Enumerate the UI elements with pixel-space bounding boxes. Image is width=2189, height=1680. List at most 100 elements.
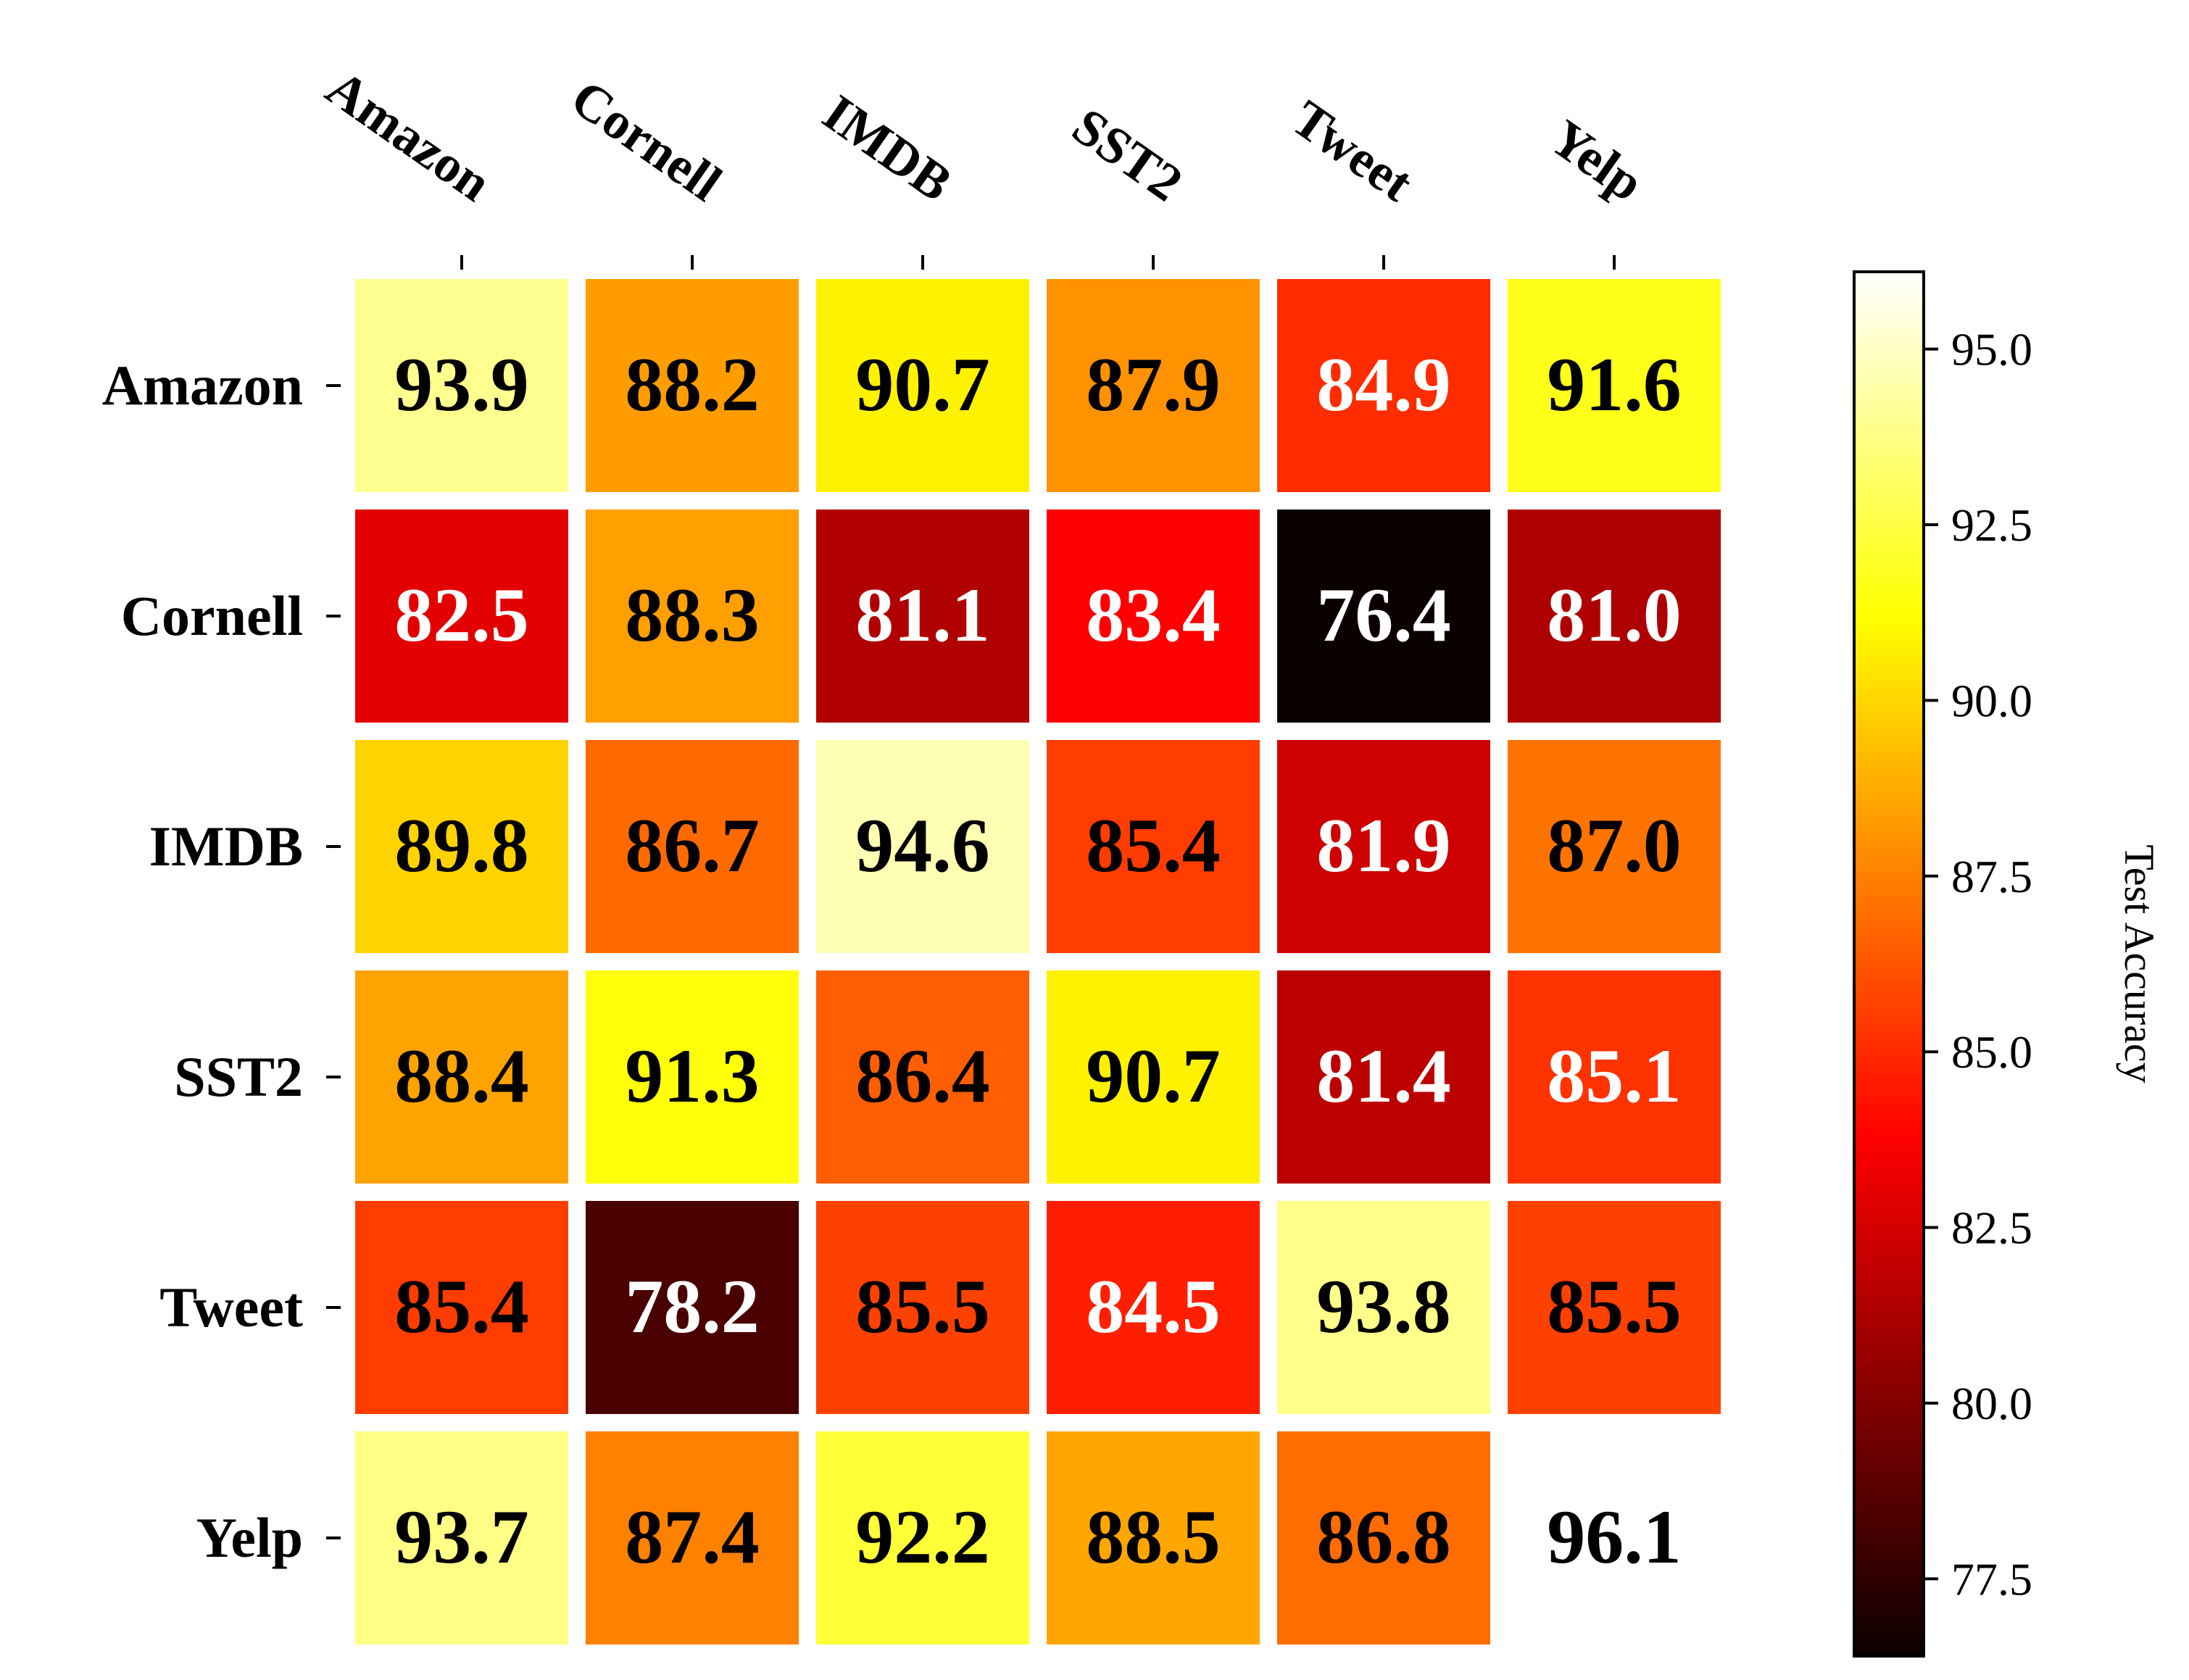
x-tick-label-imdb: IMDB <box>813 83 962 212</box>
cell-value-label: 81.0 <box>1547 573 1682 657</box>
heatmap-cell-yelp-tweet <box>1277 1431 1490 1644</box>
cell-value-label: 89.8 <box>394 803 529 888</box>
heatmap-cell-amazon-amazon <box>355 279 568 492</box>
y-axis: Amazon Cornell IMDB SST2 Tweet Yelp <box>102 354 341 1569</box>
cell-value-label: 85.1 <box>1547 1034 1682 1118</box>
colorbar-tick-label: 92.5 <box>1951 499 2032 551</box>
cell-value-label: 93.8 <box>1316 1264 1451 1349</box>
heatmap-cells: 93.9 88.2 90.7 87.9 84.9 91.6 82.5 88.3 81.1 83.4… <box>355 279 1721 1644</box>
heatmap-cell-tweet-cornell <box>586 1201 799 1414</box>
colorbar-gradient <box>1853 270 1925 1658</box>
cell-value-label: 91.6 <box>1547 342 1682 427</box>
cell-value-label: 88.4 <box>394 1034 529 1118</box>
colorbar-tick-label: 85.0 <box>1951 1026 2032 1078</box>
heatmap-cell-yelp-sst2 <box>1047 1431 1260 1644</box>
heatmap-cell-yelp-imdb <box>816 1431 1029 1644</box>
heatmap-cell-tweet-tweet <box>1277 1201 1490 1414</box>
heatmap-cell-imdb-amazon <box>355 740 568 953</box>
heatmap-cell-cornell-sst2 <box>1047 510 1260 723</box>
heatmap-cell-sst2-yelp <box>1508 970 1721 1184</box>
cell-value-label: 82.5 <box>394 573 529 657</box>
colorbar: 77.5 80.0 82.5 85.0 87.5 90.0 92.5 95.0 Test Ac… <box>1853 270 2163 1658</box>
cell-value-label: 92.2 <box>855 1494 990 1579</box>
colorbar-tick-label: 77.5 <box>1951 1553 2032 1605</box>
cell-value-label: 90.7 <box>855 342 990 427</box>
x-tick-label-tweet: Tweet <box>1282 89 1423 212</box>
cell-value-label: 85.4 <box>394 1264 529 1349</box>
y-tick-label-tweet: Tweet <box>159 1276 303 1339</box>
heatmap-cell-imdb-tweet <box>1277 740 1490 953</box>
cell-value-label: 88.5 <box>1086 1494 1221 1579</box>
cell-value-label: 88.3 <box>625 573 760 657</box>
heatmap-cell-cornell-yelp <box>1508 510 1721 723</box>
cell-value-label: 87.0 <box>1547 803 1682 888</box>
cell-value-label: 94.6 <box>855 803 990 888</box>
heatmap-cell-yelp-amazon <box>355 1431 568 1644</box>
x-tick-label-yelp: Yelp <box>1540 109 1653 213</box>
x-tick-label-sst2: SST2 <box>1062 96 1192 212</box>
heatmap-cell-cornell-amazon <box>355 510 568 723</box>
heatmap-cell-amazon-sst2 <box>1047 279 1260 492</box>
heatmap-cell-imdb-yelp <box>1508 740 1721 953</box>
colorbar-tick-label: 90.0 <box>1951 675 2032 726</box>
cell-value-label: 85.4 <box>1086 803 1221 888</box>
heatmap-cell-tweet-yelp <box>1508 1201 1721 1414</box>
cell-value-label: 85.5 <box>1547 1264 1682 1349</box>
cell-value-label: 81.1 <box>855 573 990 657</box>
cell-value-label: 81.9 <box>1316 803 1451 888</box>
heatmap-cell-amazon-cornell <box>586 279 799 492</box>
cell-value-label: 76.4 <box>1316 573 1451 657</box>
heatmap-cell-cornell-tweet <box>1277 510 1490 723</box>
cell-value-label: 84.9 <box>1316 342 1451 427</box>
cell-value-label: 93.9 <box>394 342 529 427</box>
colorbar-tick-label: 80.0 <box>1951 1378 2032 1429</box>
x-tick-label-cornell: Cornell <box>561 69 732 213</box>
cell-value-label: 83.4 <box>1086 573 1221 657</box>
cell-value-label: 85.5 <box>855 1264 990 1349</box>
y-tick-label-sst2: SST2 <box>174 1045 303 1108</box>
heatmap-cell-amazon-tweet <box>1277 279 1490 492</box>
y-tick-label-cornell: Cornell <box>121 584 303 647</box>
cell-value-label: 91.3 <box>625 1034 760 1118</box>
heatmap-cell-imdb-sst2 <box>1047 740 1260 953</box>
colorbar-tick-label: 95.0 <box>1951 324 2032 375</box>
cell-value-label: 88.2 <box>625 342 760 427</box>
heatmap-cell-amazon-imdb <box>816 279 1029 492</box>
cell-value-label: 93.7 <box>394 1494 529 1579</box>
cell-value-label: 86.8 <box>1316 1494 1451 1579</box>
y-tick-label-amazon: Amazon <box>102 354 303 417</box>
colorbar-tick-label: 82.5 <box>1951 1202 2032 1254</box>
heatmap-cell-sst2-imdb <box>816 970 1029 1184</box>
cell-value-label: 86.7 <box>625 803 760 888</box>
colorbar-tick-label: 87.5 <box>1951 851 2032 902</box>
cell-value-label: 86.4 <box>855 1034 990 1118</box>
y-tick-label-yelp: Yelp <box>196 1506 303 1569</box>
cell-value-label: 87.4 <box>625 1494 760 1579</box>
heatmap-cell-tweet-amazon <box>355 1201 568 1414</box>
heatmap-cell-imdb-cornell <box>586 740 799 953</box>
heatmap-cell-sst2-amazon <box>355 970 568 1184</box>
heatmap-cell-amazon-yelp <box>1508 279 1721 492</box>
heatmap-cell-sst2-cornell <box>586 970 799 1184</box>
heatmap-cell-tweet-imdb <box>816 1201 1029 1414</box>
heatmap-cell-sst2-sst2 <box>1047 970 1260 1184</box>
y-tick-label-imdb: IMDB <box>149 815 303 878</box>
cell-value-label: 96.1 <box>1547 1494 1682 1579</box>
heatmap-cell-sst2-tweet <box>1277 970 1490 1184</box>
cell-value-label: 90.7 <box>1086 1034 1221 1118</box>
colorbar-label: Test Accuracy <box>2116 844 2163 1083</box>
heatmap-cell-yelp-yelp <box>1508 1431 1721 1644</box>
cell-value-label: 84.5 <box>1086 1264 1221 1349</box>
heatmap-cell-tweet-sst2 <box>1047 1201 1260 1414</box>
x-tick-label-amazon: Amazon <box>316 59 502 212</box>
colorbar-ticks: 77.5 80.0 82.5 85.0 87.5 90.0 92.5 95.0 <box>1924 324 2032 1605</box>
cell-value-label: 87.9 <box>1086 342 1221 427</box>
cell-value-label: 78.2 <box>625 1264 760 1349</box>
cell-value-label: 81.4 <box>1316 1034 1451 1118</box>
heatmap-cell-cornell-imdb <box>816 510 1029 723</box>
heatmap-cell-yelp-cornell <box>586 1431 799 1644</box>
x-axis: Amazon Cornell IMDB SST2 Tweet Yelp <box>316 59 1654 270</box>
heatmap-cell-cornell-cornell <box>586 510 799 723</box>
heatmap-cell-imdb-imdb <box>816 740 1029 953</box>
